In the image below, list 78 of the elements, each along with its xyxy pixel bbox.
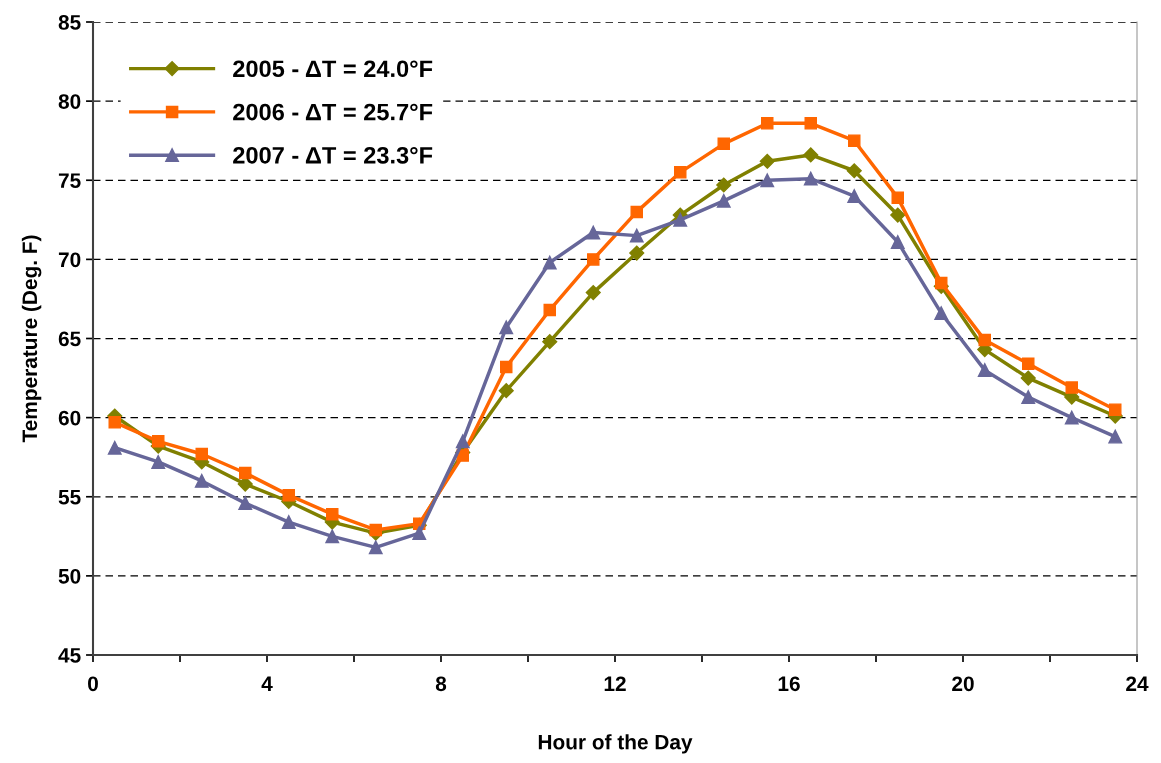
point bbox=[542, 255, 557, 270]
y-tick-label: 60 bbox=[58, 410, 81, 426]
y-tick-label: 65 bbox=[58, 331, 81, 347]
x-tick-label: 0 bbox=[88, 676, 98, 692]
legend-label: 2007 - ΔT = 23.3°F bbox=[233, 146, 433, 164]
point bbox=[543, 303, 557, 317]
point bbox=[1108, 403, 1122, 416]
point bbox=[934, 276, 948, 290]
point bbox=[586, 253, 600, 266]
y-tick-label: 70 bbox=[58, 252, 81, 268]
point bbox=[281, 515, 296, 530]
point bbox=[542, 334, 558, 350]
y-tick-label: 50 bbox=[58, 568, 81, 584]
point bbox=[455, 434, 470, 449]
point bbox=[890, 235, 905, 249]
point bbox=[846, 163, 862, 179]
point bbox=[760, 117, 774, 130]
point bbox=[238, 466, 252, 480]
point bbox=[629, 228, 644, 243]
point bbox=[325, 507, 339, 521]
point bbox=[499, 360, 513, 374]
legend-label: 2006 - ΔT = 25.7°F bbox=[233, 103, 433, 121]
point bbox=[847, 134, 861, 147]
point bbox=[716, 193, 731, 208]
point bbox=[325, 529, 340, 544]
point bbox=[282, 488, 296, 502]
y-tick-label: 80 bbox=[58, 94, 81, 109]
y-tick-label: 45 bbox=[58, 648, 81, 663]
point bbox=[369, 523, 383, 537]
point bbox=[238, 496, 253, 511]
legend-label: 2005 - ΔT = 24.0°F bbox=[233, 60, 433, 78]
x-tick-label: 4 bbox=[261, 676, 273, 691]
point bbox=[847, 189, 862, 204]
point bbox=[499, 320, 514, 335]
y-tick-label: 55 bbox=[58, 489, 81, 505]
point bbox=[456, 449, 470, 462]
y-tick-label: 75 bbox=[58, 173, 81, 188]
x-tick-label: 12 bbox=[604, 676, 626, 691]
point bbox=[890, 207, 906, 223]
point bbox=[195, 447, 209, 461]
point bbox=[717, 137, 731, 151]
point bbox=[716, 177, 732, 193]
point bbox=[978, 333, 992, 347]
point bbox=[586, 225, 601, 240]
point bbox=[934, 306, 949, 321]
point bbox=[759, 153, 775, 169]
point bbox=[891, 191, 905, 204]
x-tick-label: 8 bbox=[435, 676, 447, 692]
point bbox=[760, 173, 775, 188]
point bbox=[151, 435, 165, 448]
point bbox=[803, 147, 819, 163]
point bbox=[803, 171, 818, 186]
point bbox=[585, 285, 601, 301]
point bbox=[412, 526, 427, 541]
point bbox=[673, 212, 688, 227]
point bbox=[804, 117, 818, 130]
point bbox=[1108, 429, 1123, 444]
x-tick-label: 20 bbox=[952, 676, 974, 692]
point bbox=[498, 383, 514, 399]
point bbox=[673, 166, 687, 179]
x-axis-title: Hour of the Day bbox=[538, 734, 693, 754]
point bbox=[630, 205, 644, 219]
x-tick-label: 24 bbox=[1126, 676, 1149, 691]
point bbox=[1021, 390, 1036, 404]
point bbox=[108, 416, 122, 429]
point bbox=[1065, 381, 1079, 394]
point bbox=[151, 454, 166, 469]
y-axis-title: Temperature (Deg. F) bbox=[21, 235, 42, 443]
y-tick-label: 85 bbox=[58, 15, 81, 30]
point bbox=[1021, 357, 1035, 371]
point bbox=[1064, 410, 1079, 425]
point bbox=[368, 540, 383, 555]
point bbox=[194, 473, 209, 488]
point bbox=[107, 440, 122, 455]
x-tick-label: 16 bbox=[778, 676, 800, 692]
point bbox=[1020, 370, 1036, 386]
point bbox=[629, 245, 645, 261]
point bbox=[977, 363, 992, 378]
